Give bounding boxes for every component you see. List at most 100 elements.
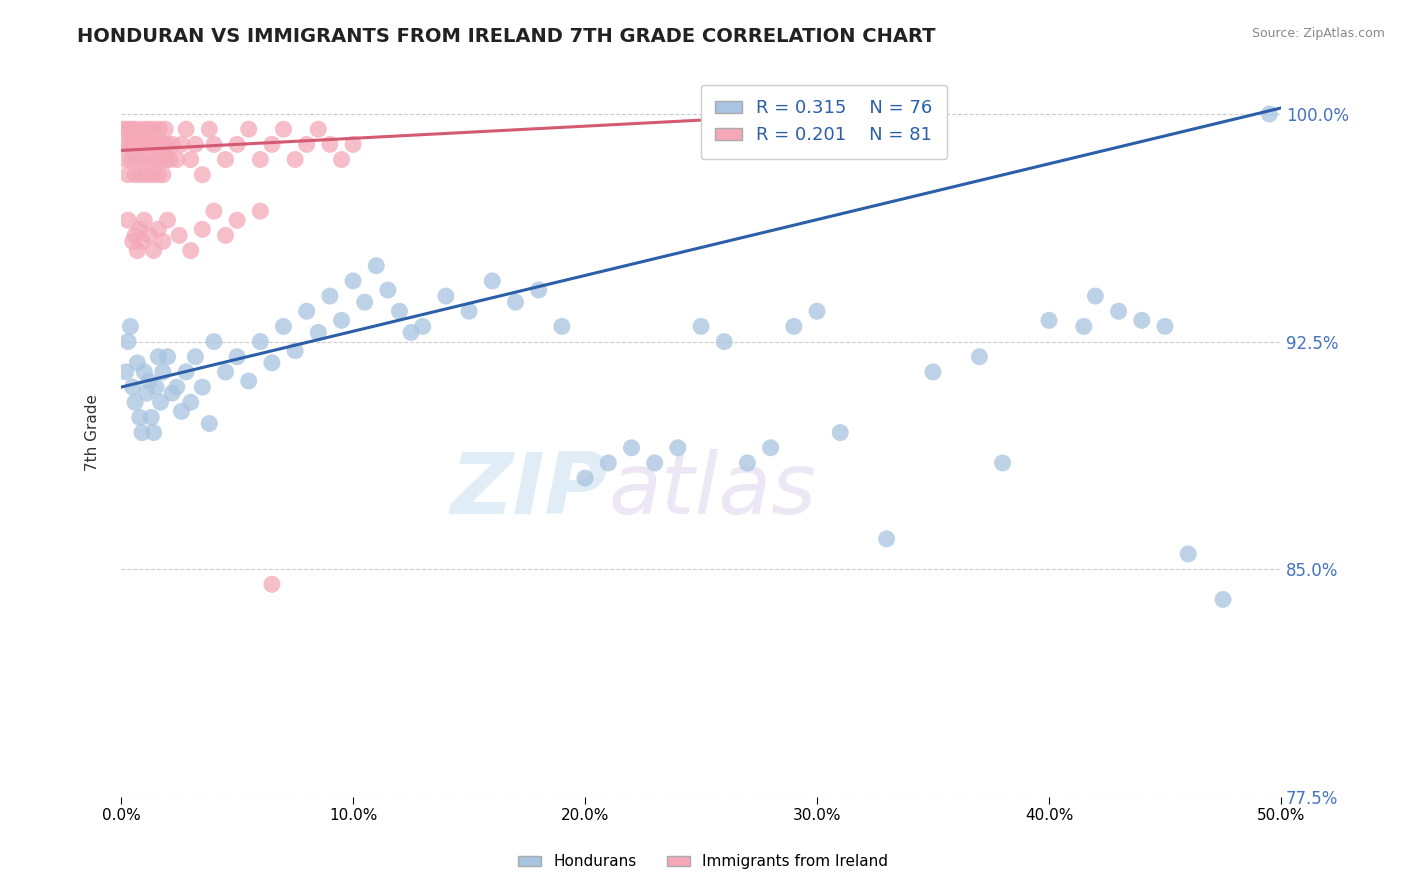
- Point: [273, 319, 295, 334]
- Point: [238, 122, 260, 136]
- Point: [399, 326, 422, 340]
- Point: [149, 395, 172, 409]
- Point: [141, 168, 163, 182]
- Point: [141, 410, 163, 425]
- Point: [124, 228, 146, 243]
- Point: [166, 380, 188, 394]
- Point: [148, 168, 170, 182]
- Point: [273, 122, 295, 136]
- Point: [150, 137, 173, 152]
- Point: [198, 417, 221, 431]
- Point: [131, 425, 153, 440]
- Point: [122, 122, 145, 136]
- Point: [121, 380, 143, 394]
- Point: [377, 283, 399, 297]
- Point: [155, 122, 177, 136]
- Point: [128, 137, 150, 152]
- Point: [1154, 319, 1177, 334]
- Point: [260, 356, 283, 370]
- Point: [149, 153, 172, 167]
- Point: [184, 350, 207, 364]
- Point: [184, 137, 207, 152]
- Point: [136, 137, 159, 152]
- Point: [129, 168, 152, 182]
- Point: [260, 137, 283, 152]
- Legend: R = 0.315    N = 76, R = 0.201    N = 81: R = 0.315 N = 76, R = 0.201 N = 81: [700, 85, 948, 159]
- Point: [145, 380, 167, 394]
- Point: [174, 365, 197, 379]
- Point: [737, 456, 759, 470]
- Point: [249, 334, 271, 349]
- Point: [388, 304, 411, 318]
- Point: [170, 404, 193, 418]
- Point: [121, 153, 143, 167]
- Point: [153, 137, 176, 152]
- Point: [180, 395, 202, 409]
- Point: [353, 295, 375, 310]
- Point: [160, 386, 183, 401]
- Point: [135, 386, 157, 401]
- Point: [1212, 592, 1234, 607]
- Point: [148, 350, 170, 364]
- Point: [226, 137, 249, 152]
- Point: [143, 137, 166, 152]
- Point: [167, 228, 190, 243]
- Point: [114, 153, 136, 167]
- Point: [166, 153, 188, 167]
- Point: [295, 137, 318, 152]
- Point: [134, 213, 156, 227]
- Point: [1084, 289, 1107, 303]
- Point: [127, 153, 149, 167]
- Point: [202, 204, 225, 219]
- Point: [307, 122, 329, 136]
- Point: [146, 137, 169, 152]
- Point: [128, 410, 150, 425]
- Point: [284, 343, 307, 358]
- Point: [620, 441, 643, 455]
- Point: [505, 295, 527, 310]
- Point: [1130, 313, 1153, 327]
- Text: Source: ZipAtlas.com: Source: ZipAtlas.com: [1251, 27, 1385, 40]
- Point: [214, 228, 236, 243]
- Point: [238, 374, 260, 388]
- Point: [1073, 319, 1095, 334]
- Point: [117, 213, 139, 227]
- Point: [127, 356, 149, 370]
- Point: [690, 319, 713, 334]
- Point: [139, 153, 162, 167]
- Point: [112, 122, 135, 136]
- Y-axis label: 7th Grade: 7th Grade: [86, 394, 100, 471]
- Point: [120, 122, 142, 136]
- Point: [148, 122, 170, 136]
- Point: [1258, 107, 1281, 121]
- Point: [991, 456, 1014, 470]
- Point: [156, 213, 179, 227]
- Point: [148, 222, 170, 236]
- Point: [159, 153, 181, 167]
- Point: [191, 380, 214, 394]
- Point: [342, 274, 364, 288]
- Point: [191, 168, 214, 182]
- Point: [131, 235, 153, 249]
- Point: [142, 122, 165, 136]
- Point: [117, 334, 139, 349]
- Point: [121, 137, 143, 152]
- Point: [121, 235, 143, 249]
- Point: [806, 304, 828, 318]
- Point: [214, 365, 236, 379]
- Point: [135, 168, 157, 182]
- Point: [969, 350, 991, 364]
- Point: [127, 244, 149, 258]
- Point: [114, 137, 136, 152]
- Point: [191, 222, 214, 236]
- Point: [330, 153, 353, 167]
- Point: [759, 441, 782, 455]
- Point: [145, 153, 167, 167]
- Point: [284, 153, 307, 167]
- Point: [160, 137, 183, 152]
- Point: [1108, 304, 1130, 318]
- Point: [922, 365, 945, 379]
- Legend: Hondurans, Immigrants from Ireland: Hondurans, Immigrants from Ireland: [512, 848, 894, 875]
- Point: [174, 122, 197, 136]
- Text: HONDURAN VS IMMIGRANTS FROM IRELAND 7TH GRADE CORRELATION CHART: HONDURAN VS IMMIGRANTS FROM IRELAND 7TH …: [77, 27, 936, 45]
